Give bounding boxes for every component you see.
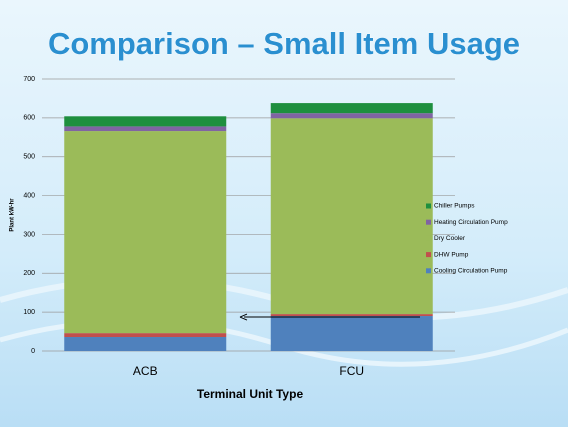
- y-tick-label: 200: [23, 270, 35, 277]
- bar-segment: [64, 116, 227, 127]
- y-tick-label: 700: [23, 76, 35, 83]
- y-tick-label: 0: [31, 348, 35, 355]
- legend-swatch: [426, 219, 431, 225]
- y-tick-label: 500: [23, 154, 35, 161]
- x-axis-label: Terminal Unit Type: [197, 387, 304, 401]
- bar-segment: [64, 126, 227, 132]
- legend-label: Chiller Pumps: [434, 203, 475, 210]
- legend-swatch: [426, 203, 431, 209]
- y-tick-label: 100: [23, 309, 35, 316]
- slide-title: Comparison – Small Item Usage: [48, 26, 520, 61]
- y-tick-label: 600: [23, 115, 35, 122]
- legend-label: Dry Cooler: [434, 235, 466, 242]
- bar-segment: [270, 113, 433, 119]
- arrow-head: [239, 313, 248, 321]
- bar-segment: [64, 337, 227, 351]
- legend-swatch: [426, 235, 431, 241]
- bar-segment: [64, 131, 227, 334]
- x-tick-label: FCU: [339, 364, 364, 378]
- y-axis-label: Plant kW-hr: [10, 198, 16, 232]
- x-tick-label: ACB: [133, 364, 158, 378]
- legend-swatch: [426, 268, 431, 274]
- legend-label: DHW Pump: [434, 251, 469, 258]
- bar-segment: [64, 333, 227, 338]
- bar-segment: [270, 314, 433, 317]
- legend-label: Cooling Circulation Pump: [434, 268, 508, 275]
- bar-segment: [270, 316, 433, 351]
- y-tick-label: 400: [23, 192, 35, 199]
- legend-swatch: [426, 252, 431, 258]
- bar-segment: [270, 118, 433, 315]
- legend-label: Heating Circulation Pump: [434, 219, 508, 226]
- bar-segment: [270, 103, 433, 114]
- y-tick-label: 300: [23, 231, 35, 238]
